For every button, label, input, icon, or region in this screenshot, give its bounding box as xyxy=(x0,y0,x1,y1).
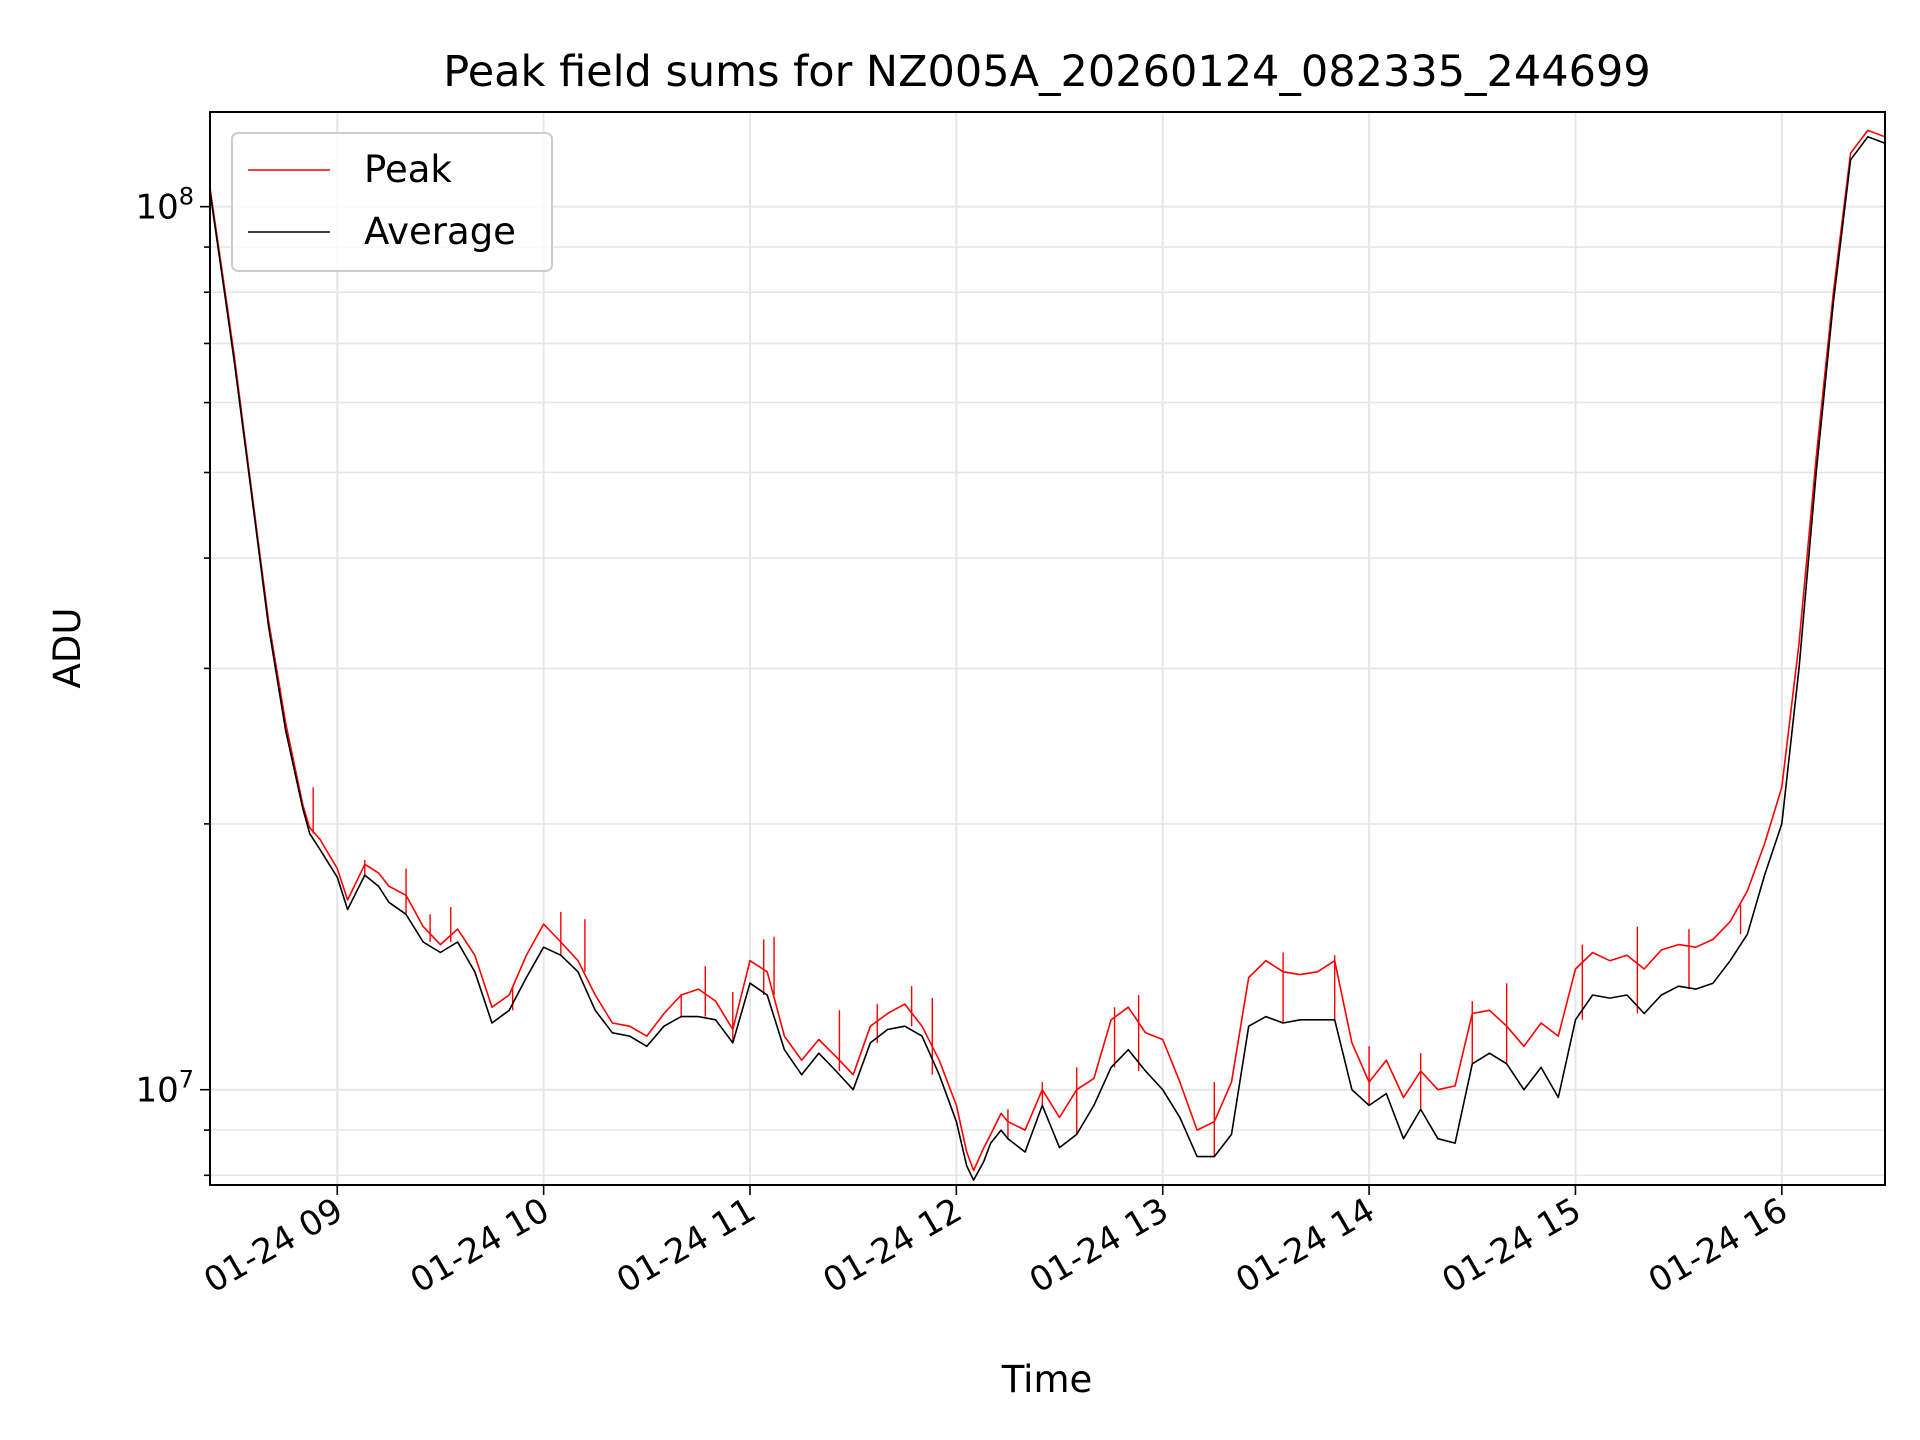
legend-peak-label: Peak xyxy=(364,148,452,191)
chart-title: Peak field sums for NZ005A_20260124_0823… xyxy=(443,47,1650,97)
average-series-line xyxy=(210,136,1885,1181)
x-axis-label: Time xyxy=(1001,1358,1093,1401)
plot-frame xyxy=(209,111,1886,1186)
y-tick-label: 108 xyxy=(135,183,194,228)
grid xyxy=(210,112,1885,1185)
y-axis-label: ADU xyxy=(46,608,89,689)
legend-average-label: Average xyxy=(364,210,516,253)
legend: Peak Average xyxy=(231,132,553,272)
y-tick-label: 107 xyxy=(135,1066,194,1111)
peak-series-line xyxy=(210,129,1885,1172)
series-layer xyxy=(210,129,1885,1181)
legend-box xyxy=(231,132,553,272)
y-axis: 107 108 xyxy=(135,183,210,1177)
